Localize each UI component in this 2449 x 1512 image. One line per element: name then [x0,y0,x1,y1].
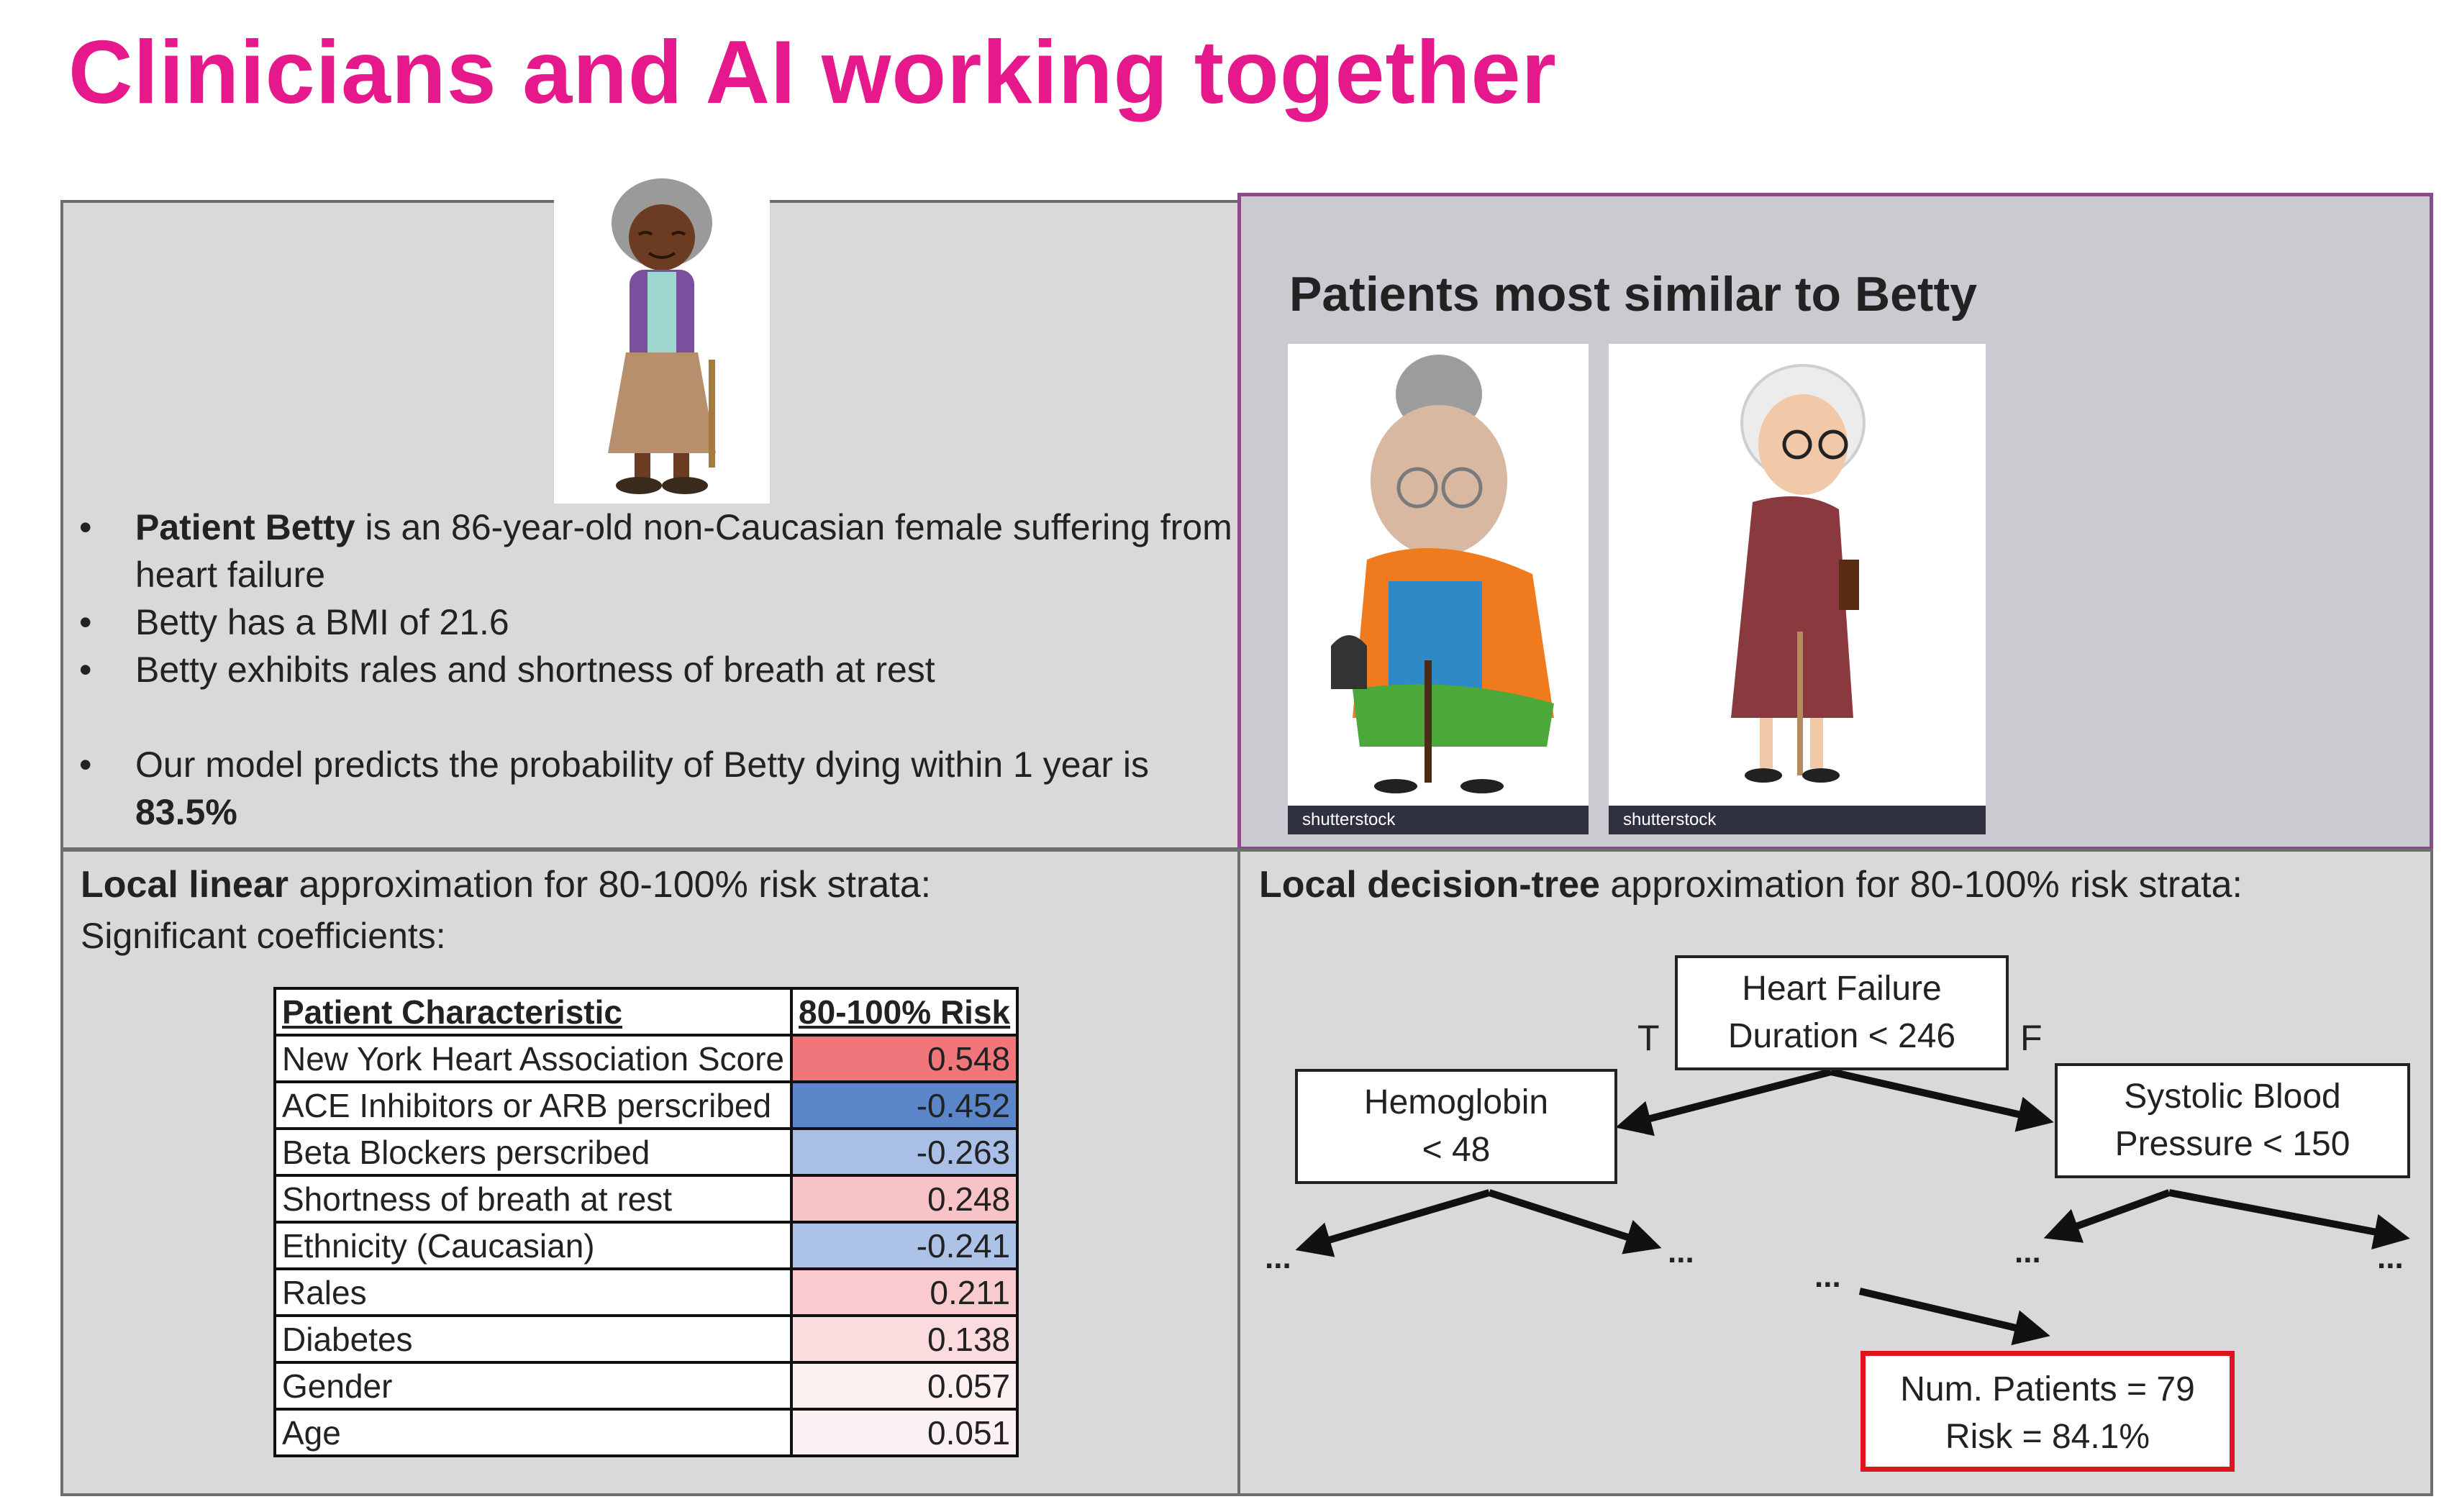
shutterstock-watermark: shutterstock [1609,806,1986,834]
arrow-right-right [2168,1189,2410,1250]
symptoms-text: Betty exhibits rales and shortness of br… [135,650,935,690]
characteristic-cell: Diabetes [273,1314,794,1364]
old-woman-red-dress-icon [1731,364,1866,783]
right-line-1: Systolic Blood [2124,1078,2341,1116]
tree-root-node: Heart Failure Duration < 246 [1675,955,2009,1070]
table-row: Gender 0.057 [273,1361,1019,1411]
bullet-icon: • [79,744,92,785]
table-row: Diabetes 0.138 [273,1314,1019,1364]
characteristic-cell: Gender [273,1361,794,1411]
arrow-root-right [1830,1068,2054,1132]
characteristic-cell: Shortness of breath at rest [273,1174,794,1224]
linear-heading-rest: approximation for 80-100% risk strata: [288,864,932,906]
risk-value-cell: 0.211 [790,1267,1019,1317]
risk-value-cell: -0.452 [790,1080,1019,1130]
table-row: Rales 0.211 [273,1267,1019,1317]
risk-value-cell: 0.057 [790,1361,1019,1411]
similar-heading: Patients most similar to Betty [1289,267,1978,322]
table-header-row: Patient Characteristic 80-100% Risk [273,987,1019,1037]
patient-intro-line2: heart failure [135,555,326,595]
tree-heading: Local decision-tree approximation for 80… [1259,863,2243,906]
right-line-2: Pressure < 150 [2114,1125,2350,1163]
column-header-characteristic: Patient Characteristic [273,987,794,1037]
characteristic-cell: Rales [273,1267,794,1317]
leaf-patients: Num. Patients = 79 [1900,1370,2195,1408]
characteristic-cell: ACE Inhibitors or ARB perscribed [273,1080,794,1130]
coefficients-subheading: Significant coefficients: [81,916,446,956]
ellipsis-5: ... [2377,1240,2404,1275]
patient-intro-text: is an 86-year-old non-Caucasian female s… [355,507,1232,547]
tree-heading-bold: Local decision-tree [1259,864,1600,906]
leaf-risk: Risk = 84.1% [1945,1418,2150,1456]
characteristic-cell: Beta Blockers perscribed [273,1127,794,1177]
similar-patient-image-2: shutterstock [1609,344,1986,834]
linear-heading-bold: Local linear [81,864,288,906]
prediction-text: Our model predicts the probability of Be… [135,744,1150,785]
true-branch-label: T [1637,1018,1660,1058]
ellipsis-4: ... [2014,1234,2041,1270]
similar-patient-image-1: shutterstock [1288,344,1589,834]
tree-left-node: Hemoglobin < 48 [1295,1069,1617,1184]
characteristic-cell: Age [273,1408,794,1457]
old-woman-orange-icon [1331,355,1554,793]
arrow-left-left [1295,1189,1491,1257]
left-line-1: Hemoglobin [1363,1083,1549,1121]
betty-figure-icon [608,178,716,494]
page-title: Clinicians and AI working together [68,23,1557,122]
ellipsis-3: ... [1814,1259,1841,1294]
table-row: Beta Blockers perscribed -0.263 [273,1127,1019,1177]
linear-heading: Local linear approximation for 80-100% r… [81,863,931,906]
risk-value-cell: -0.263 [790,1127,1019,1177]
shutterstock-watermark: shutterstock [1288,806,1589,834]
coefficients-table: Patient Characteristic 80-100% Risk New … [273,987,1019,1457]
bullet-icon: • [79,602,92,642]
false-branch-label: F [2020,1018,2043,1058]
prediction-value: 83.5% [135,792,237,832]
tree-leaf-node: Num. Patients = 79 Risk = 84.1% [1860,1351,2235,1472]
arrow-left-right [1488,1189,1662,1254]
table-row: New York Heart Association Score 0.548 [273,1034,1019,1083]
arrow-to-leaf [1858,1288,2050,1346]
table-row: Ethnicity (Caucasian) -0.241 [273,1221,1019,1270]
column-header-risk: 80-100% Risk [790,987,1019,1037]
left-line-2: < 48 [1422,1131,1491,1169]
risk-value-cell: 0.248 [790,1174,1019,1224]
arrow-right-left [2043,1189,2171,1243]
tree-right-node: Systolic Blood Pressure < 150 [2055,1063,2410,1178]
table-row: Shortness of breath at rest 0.248 [273,1174,1019,1224]
table-row: ACE Inhibitors or ARB perscribed -0.452 [273,1080,1019,1130]
risk-value-cell: 0.138 [790,1314,1019,1364]
characteristic-cell: Ethnicity (Caucasian) [273,1221,794,1270]
characteristic-cell: New York Heart Association Score [273,1034,794,1083]
tree-heading-rest: approximation for 80-100% risk strata: [1599,864,2243,906]
arrow-root-left [1615,1068,1832,1137]
root-line-2: Duration < 246 [1727,1017,1956,1055]
betty-illustration [554,173,770,504]
bullet-icon: • [79,650,92,690]
ellipsis-2: ... [1668,1234,1694,1270]
bullet-icon: • [79,507,92,547]
ellipsis-1: ... [1265,1240,1291,1275]
risk-value-cell: 0.548 [790,1034,1019,1083]
table-row: Age 0.051 [273,1408,1019,1457]
risk-value-cell: 0.051 [790,1408,1019,1457]
bmi-text: Betty has a BMI of 21.6 [135,602,509,642]
patient-name: Patient Betty [135,507,355,547]
root-line-1: Heart Failure [1742,970,1942,1008]
risk-value-cell: -0.241 [790,1221,1019,1270]
